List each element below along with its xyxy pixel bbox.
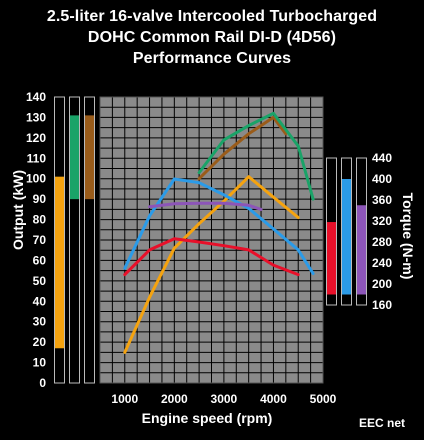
x-tick-label: 2000 xyxy=(161,392,188,406)
y-left-tick-label: 120 xyxy=(26,131,46,145)
torque-range-bar xyxy=(342,179,351,295)
series-lines xyxy=(123,111,315,354)
y-left-tick-label: 10 xyxy=(33,356,47,370)
y-right-tick-label: 360 xyxy=(372,193,392,207)
y-left-tick-label: 20 xyxy=(33,335,47,349)
y-left-tick-label: 130 xyxy=(26,110,46,124)
output-range-bar xyxy=(55,176,64,349)
output-range-bar xyxy=(85,115,94,200)
title-line-3: Performance Curves xyxy=(132,50,292,67)
x-axis-label: Engine speed (rpm) xyxy=(142,410,273,426)
range-bars xyxy=(54,96,367,384)
output-curve xyxy=(197,111,315,201)
y-left-tick-label: 80 xyxy=(33,213,47,227)
output-bar-frame xyxy=(69,96,80,384)
x-tick-label: 5000 xyxy=(310,392,337,406)
title-line-1: 2.5-liter 16-valve Intercooled Turbochar… xyxy=(46,8,378,25)
y-left-tick-label: 0 xyxy=(39,376,46,390)
torque-curve xyxy=(123,237,300,277)
torque-range-bar xyxy=(357,205,366,295)
y-axis-left-label: Output (kW) xyxy=(10,170,26,250)
y-right-tick-label: 160 xyxy=(372,298,392,312)
y-left-tick-label: 100 xyxy=(26,172,46,186)
grid-layer xyxy=(99,96,324,384)
y-left-tick-label: 60 xyxy=(33,253,47,267)
y-right-tick-label: 240 xyxy=(372,256,392,270)
y-right-tick-label: 320 xyxy=(372,214,392,228)
y-left-tick-label: 70 xyxy=(33,233,47,247)
output-curve xyxy=(123,175,300,354)
torque-curve xyxy=(148,201,263,211)
x-tick-label: 1000 xyxy=(111,392,138,406)
output-bar-frame xyxy=(84,96,95,384)
y-right-tick-label: 440 xyxy=(372,151,392,165)
output-curve xyxy=(197,115,288,181)
x-tick-label: 3000 xyxy=(211,392,238,406)
output-range-bar xyxy=(70,115,79,200)
y-right-tick-label: 200 xyxy=(372,277,392,291)
y-left-tick-label: 90 xyxy=(33,192,47,206)
torque-curve xyxy=(123,177,315,275)
plot-frame xyxy=(99,96,324,384)
eec-net-note: EEC net xyxy=(359,416,405,430)
tick-labels: 0 10 20 30 40 50 60 70 80 90 100 110 120 130 140 160 200… xyxy=(26,90,392,406)
y-axis-right-label: Torque (N-m) xyxy=(400,193,416,280)
y-left-tick-label: 110 xyxy=(27,151,47,165)
y-left-tick-label: 40 xyxy=(33,294,47,308)
torque-range-bar xyxy=(327,222,336,295)
x-tick-label: 4000 xyxy=(260,392,287,406)
y-right-tick-label: 280 xyxy=(372,235,392,249)
title-line-2: DOHC Common Rail DI-D (4D56) xyxy=(87,29,337,46)
y-left-tick-label: 140 xyxy=(26,90,46,104)
y-left-tick-label: 50 xyxy=(33,274,47,288)
y-left-tick-label: 30 xyxy=(33,315,47,329)
y-right-tick-label: 400 xyxy=(372,172,392,186)
